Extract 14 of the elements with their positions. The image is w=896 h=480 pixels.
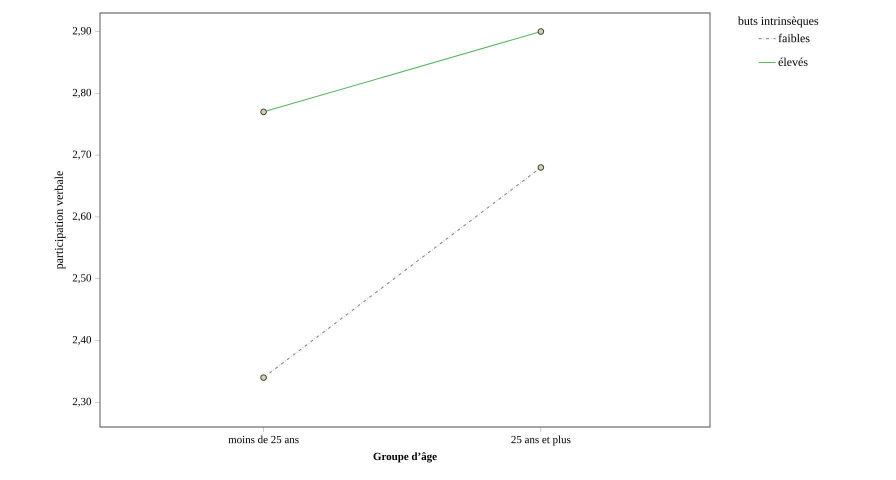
y-tick-label: 2,30 bbox=[72, 398, 92, 407]
y-tick-label: 2,60 bbox=[72, 212, 92, 222]
y-tick-label: 2,90 bbox=[72, 27, 92, 36]
x-tick-label: 25 ans et plus bbox=[511, 436, 570, 446]
y-axis-title: participation verbale bbox=[54, 171, 66, 270]
legend-title: buts intrinsèques bbox=[738, 16, 818, 28]
y-tick-label: 2,40 bbox=[72, 336, 92, 345]
y-tick-label: 2,50 bbox=[72, 274, 92, 284]
y-tick-label: 2,70 bbox=[72, 150, 92, 160]
legend-label: faibles bbox=[778, 34, 810, 42]
legend-label: élevés bbox=[778, 58, 808, 66]
y-tick-label: 2,80 bbox=[72, 88, 92, 98]
x-tick-label: moins de 25 ans bbox=[228, 436, 299, 444]
x-axis-title: Groupe d’âge bbox=[374, 452, 437, 462]
